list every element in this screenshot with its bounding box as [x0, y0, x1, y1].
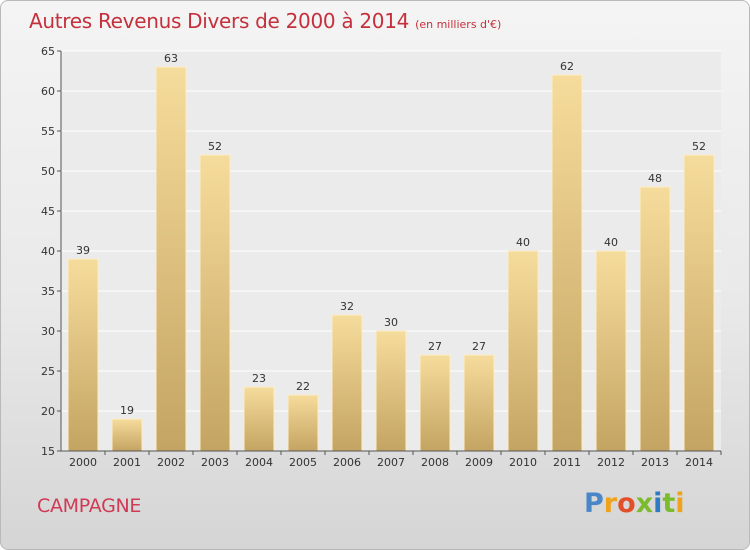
y-tick-label: 55 — [41, 125, 55, 138]
town-name: CAMPAGNE — [37, 495, 142, 517]
bar — [507, 250, 539, 452]
y-tick-label: 60 — [41, 85, 55, 98]
bar-value-label: 40 — [604, 236, 618, 249]
bar-value-label: 39 — [76, 244, 90, 257]
y-tick-label: 30 — [41, 325, 55, 338]
x-tick-label: 2014 — [685, 456, 713, 469]
bar-value-label: 32 — [340, 300, 354, 313]
chart-unit: (en milliers d'€) — [415, 18, 502, 31]
logo-letter: x — [635, 488, 654, 519]
y-tick-label: 35 — [41, 285, 55, 298]
x-tick-label: 2007 — [377, 456, 405, 469]
bar-value-label: 23 — [252, 372, 266, 385]
chart-title: Autres Revenus Divers de 2000 à 2014 — [29, 9, 410, 33]
bar-value-label: 19 — [120, 404, 134, 417]
bar — [111, 418, 143, 452]
bar — [287, 394, 319, 452]
x-tick-label: 2003 — [201, 456, 229, 469]
bar-value-label: 52 — [208, 140, 222, 153]
y-tick-label: 20 — [41, 405, 55, 418]
bar — [67, 258, 99, 452]
proxiti-logo: Proxiti — [584, 488, 685, 519]
bar — [243, 386, 275, 452]
bar — [155, 66, 187, 452]
logo-letter: r — [603, 488, 618, 519]
x-tick-label: 2000 — [69, 456, 97, 469]
bars — [67, 66, 715, 452]
x-tick-label: 2013 — [641, 456, 669, 469]
labels: 15 20 25 30 35 40 45 50 55 60 65 39 2000 19 2001 63 2002… — [41, 45, 713, 469]
bar-value-label: 27 — [472, 340, 486, 353]
x-tick-label: 2010 — [509, 456, 537, 469]
x-tick-label: 2011 — [553, 456, 581, 469]
x-tick-label: 2012 — [597, 456, 625, 469]
bar — [595, 250, 627, 452]
bar — [683, 154, 715, 452]
y-tick-label: 45 — [41, 205, 55, 218]
logo-letter: P — [584, 488, 604, 519]
bar — [551, 74, 583, 452]
y-tick-label: 40 — [41, 245, 55, 258]
bar-value-label: 22 — [296, 380, 310, 393]
bar — [419, 354, 451, 452]
chart-title-block: Autres Revenus Divers de 2000 à 2014 (en … — [29, 9, 501, 33]
bar — [463, 354, 495, 452]
logo-letter: i — [675, 488, 685, 519]
bar-value-label: 40 — [516, 236, 530, 249]
bar-value-label: 48 — [648, 172, 662, 185]
bar-value-label: 62 — [560, 60, 574, 73]
y-tick-label: 65 — [41, 45, 55, 58]
logo-letter: o — [617, 488, 636, 519]
y-tick-label: 15 — [41, 445, 55, 458]
y-tick-label: 50 — [41, 165, 55, 178]
bar — [375, 330, 407, 452]
bar-value-label: 63 — [164, 52, 178, 65]
bar-value-label: 27 — [428, 340, 442, 353]
bar — [331, 314, 363, 452]
bar — [199, 154, 231, 452]
x-tick-label: 2002 — [157, 456, 185, 469]
x-tick-label: 2005 — [289, 456, 317, 469]
axes — [57, 50, 722, 455]
x-tick-label: 2006 — [333, 456, 361, 469]
bar — [639, 186, 671, 452]
x-tick-label: 2004 — [245, 456, 273, 469]
x-tick-label: 2008 — [421, 456, 449, 469]
bar-value-label: 52 — [692, 140, 706, 153]
logo-letter: t — [662, 488, 676, 519]
y-tick-label: 25 — [41, 365, 55, 378]
x-tick-label: 2009 — [465, 456, 493, 469]
bar-value-label: 30 — [384, 316, 398, 329]
logo-letter: i — [653, 488, 663, 519]
x-tick-label: 2001 — [113, 456, 141, 469]
